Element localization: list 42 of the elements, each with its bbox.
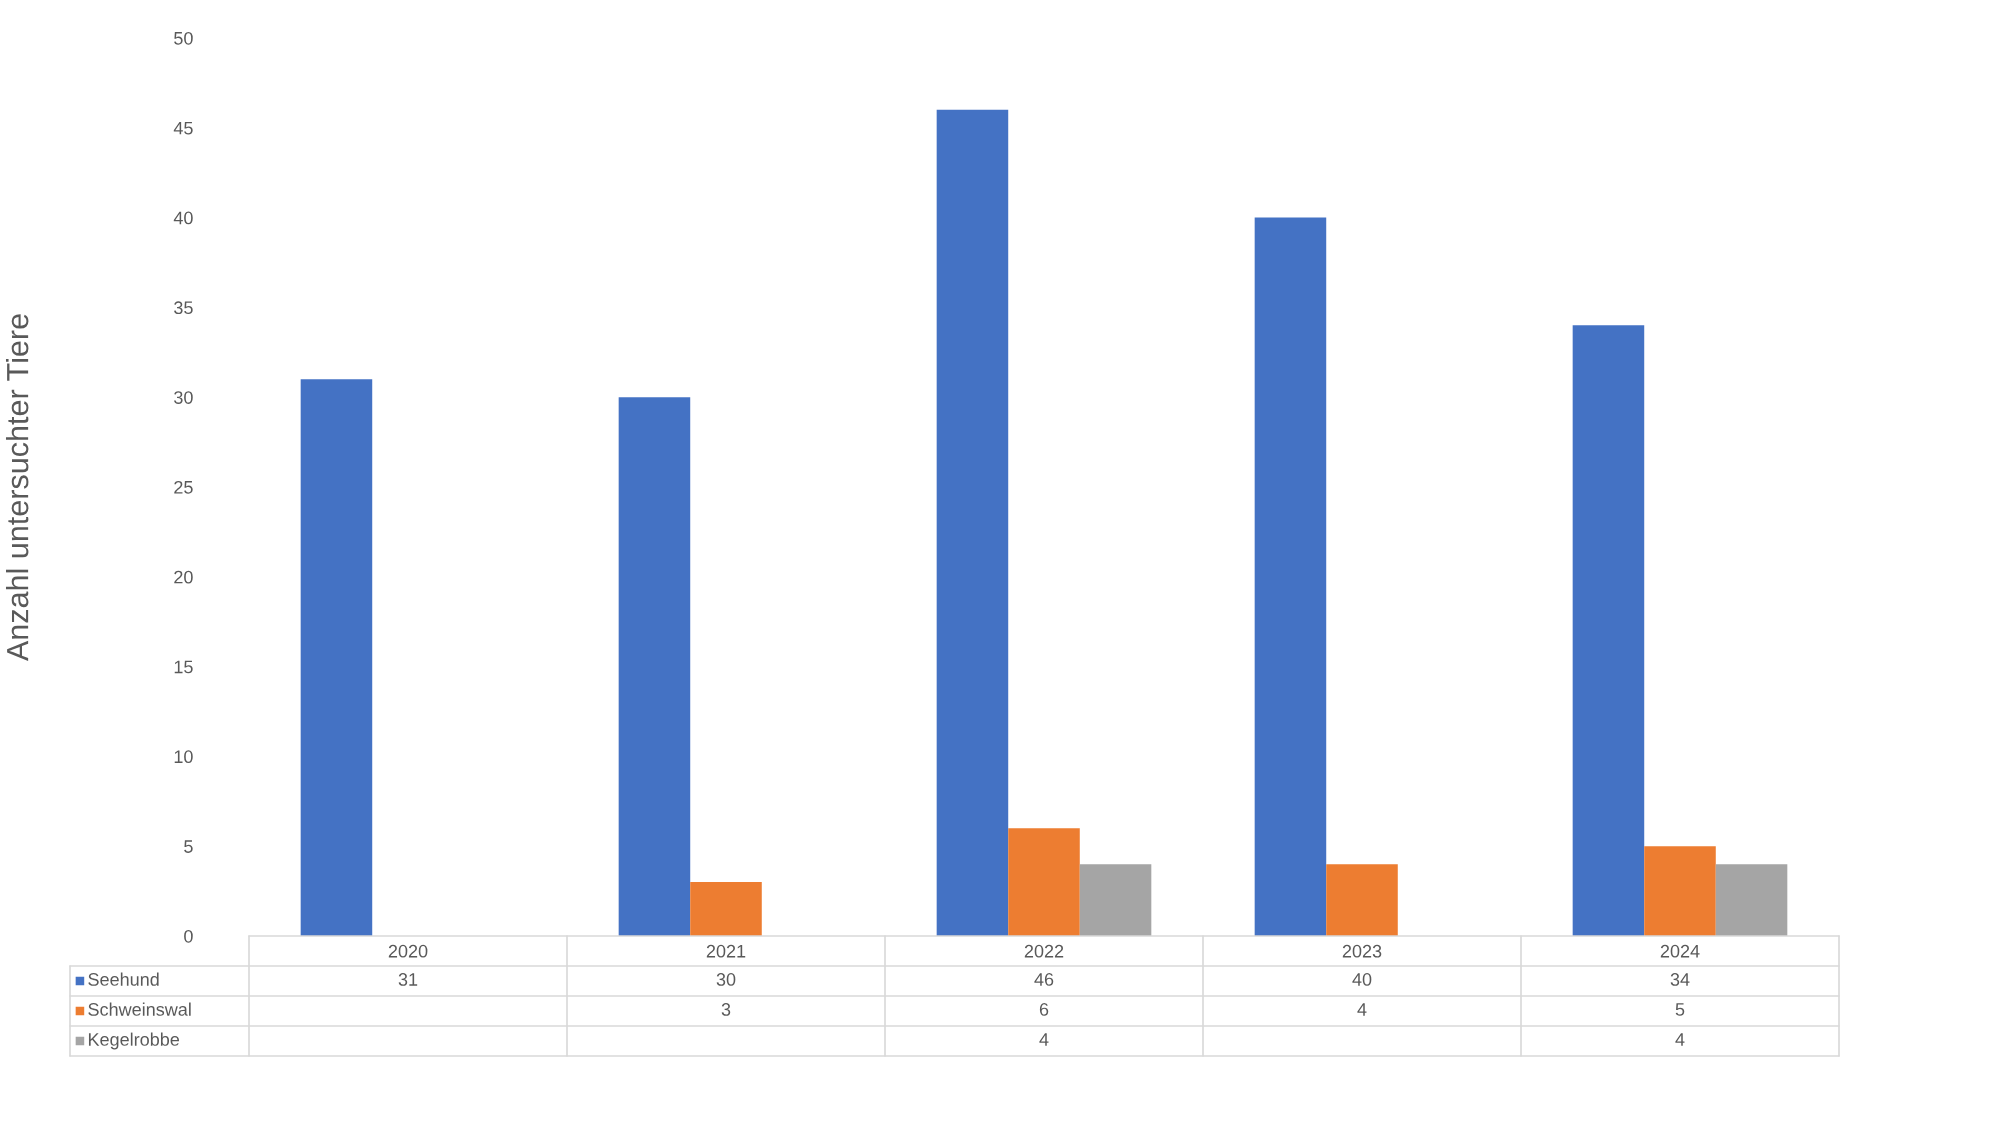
- x-tick-label: 2020: [388, 944, 428, 958]
- x-tick-label: 2022: [1024, 944, 1064, 958]
- data-label: 4: [1675, 1033, 1685, 1046]
- data-label: 34: [1670, 973, 1690, 986]
- y-tick-label: 50: [174, 31, 193, 45]
- bar: [1079, 864, 1152, 936]
- bar: [1644, 846, 1716, 936]
- y-tick-label: 25: [174, 480, 193, 494]
- bar: [690, 882, 762, 936]
- data-label: 4: [1357, 1003, 1367, 1016]
- y-tick-label: 20: [174, 570, 193, 584]
- y-tick-label: 5: [184, 840, 193, 853]
- y-tick-label: 30: [174, 391, 193, 404]
- data-label: 6: [1039, 1003, 1049, 1016]
- x-tick-label: 2023: [1342, 944, 1382, 958]
- legend-label: Kegelrobbe: [88, 1032, 180, 1050]
- data-label: 30: [716, 973, 736, 986]
- bar: [300, 379, 373, 936]
- legend-label: Seehund: [88, 972, 159, 986]
- y-tick-label: 10: [174, 750, 193, 764]
- bar: [1572, 325, 1645, 936]
- y-axis-title: Anzahl untersuchter Tiere: [5, 314, 29, 662]
- y-tick-label: 35: [174, 301, 193, 315]
- bar: [1715, 864, 1788, 936]
- y-tick-label: 15: [174, 660, 193, 674]
- y-tick-label: 45: [173, 121, 193, 135]
- y-tick-label: 40: [173, 211, 193, 225]
- bar: [1254, 217, 1327, 936]
- y-tick-label: 0: [184, 929, 193, 943]
- bar: [618, 397, 691, 936]
- data-label: 31: [398, 973, 418, 986]
- data-label: 5: [1675, 1003, 1685, 1016]
- bar: [1008, 828, 1080, 936]
- x-tick-label: 2024: [1660, 944, 1700, 958]
- x-tick-label: 2021: [706, 944, 746, 958]
- legend-label: Schweinswal: [88, 1002, 191, 1016]
- data-label: 4: [1039, 1033, 1049, 1046]
- bar: [1326, 864, 1398, 936]
- bar: [936, 109, 1009, 936]
- data-label: 3: [721, 1003, 731, 1016]
- data-label: 46: [1034, 973, 1054, 986]
- data-label: 40: [1352, 973, 1372, 986]
